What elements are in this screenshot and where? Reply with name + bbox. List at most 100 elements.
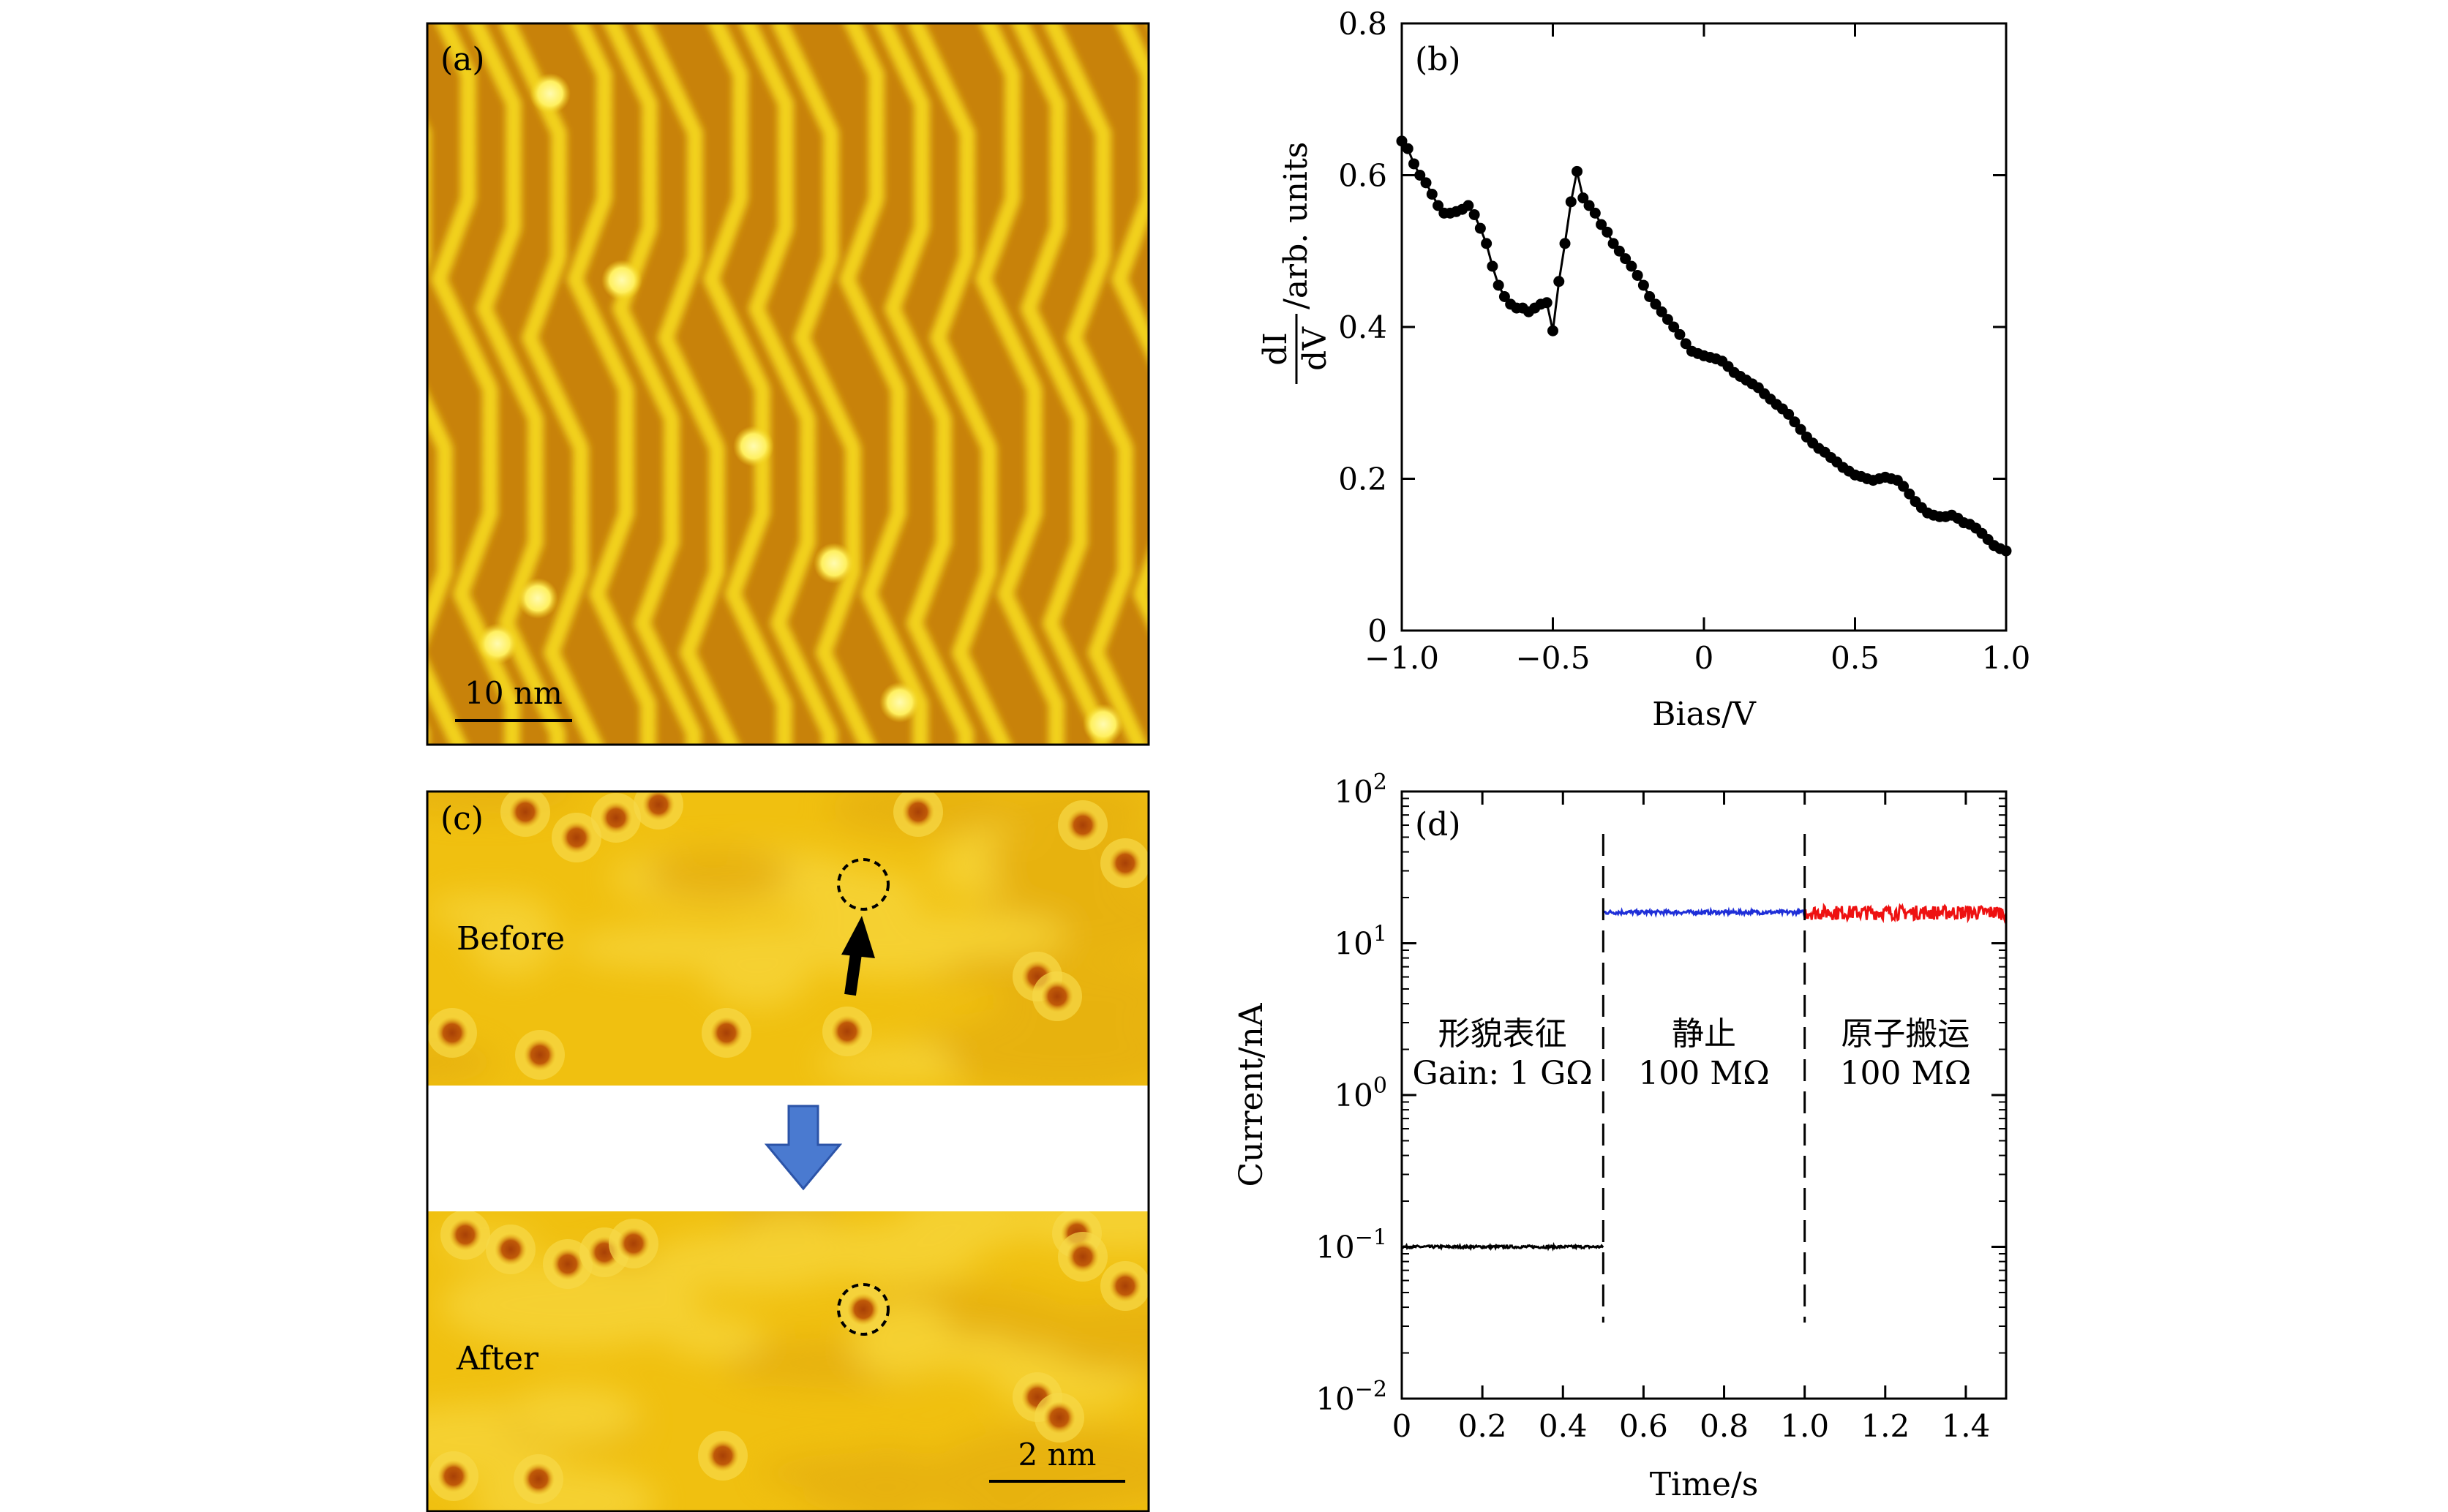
pit (436, 1017, 468, 1049)
didv-point (1607, 238, 1619, 249)
pit (1109, 847, 1141, 879)
chain (9, 0, 104, 909)
y-tick-label: 101 (1334, 922, 1387, 962)
didv-point (1541, 297, 1552, 309)
chain (603, 23, 702, 745)
chain (431, 23, 520, 745)
chain (839, 23, 928, 745)
x-tick-label: 1.4 (1942, 1408, 1991, 1444)
y-tick-label: 0.6 (1338, 158, 1387, 194)
pit (1041, 980, 1073, 1012)
panel-c-stm-images: (c) Before After 2 nm (426, 790, 1150, 1512)
didv-point (1613, 245, 1625, 257)
chain (100, 0, 195, 879)
down-arrow-icon (764, 1105, 843, 1191)
didv-point (1426, 188, 1438, 200)
phase-annotation-title: 形貌表征 (1438, 1015, 1567, 1053)
chain (427, 123, 468, 745)
surface-texture (440, 1261, 702, 1349)
panel-d-xlabel: Time/s (1650, 1466, 1759, 1503)
panel-a-stm-image: (a) 10 nm (9, 0, 1150, 909)
x-tick-label: 0.8 (1700, 1408, 1749, 1444)
panel-c-scale-label: 2 nm (1018, 1437, 1097, 1472)
panel-b-xlabel: Bias/V (1652, 696, 1757, 733)
didv-point (1632, 269, 1643, 281)
pit (1109, 1270, 1141, 1302)
didv-point (1487, 260, 1498, 272)
chain (1044, 23, 1148, 745)
didv-point (1789, 416, 1801, 428)
panel-c-after-pits (429, 1211, 1149, 1504)
x-tick-label: 0.6 (1619, 1408, 1668, 1444)
panel-c-before-label: Before (457, 920, 565, 958)
panel-c-label: (c) (440, 800, 484, 838)
panel-a-molecular-chains (9, 0, 1149, 909)
surface-texture (701, 924, 814, 1008)
chain (467, 23, 566, 745)
surface-texture (803, 1476, 925, 1511)
pit (495, 1233, 527, 1265)
chain (427, 726, 429, 745)
didv-point (1596, 219, 1607, 230)
pit (509, 796, 541, 828)
panel-b-axes-frame (1400, 22, 2008, 632)
didv-point (1674, 328, 1686, 340)
x-tick-label: 1.0 (1780, 1408, 1829, 1444)
chain (875, 23, 974, 745)
pit (707, 1440, 739, 1472)
didv-point (1408, 158, 1420, 170)
x-tick-label: −1.0 (1364, 640, 1439, 676)
y-tick-label: 10−1 (1315, 1225, 1387, 1265)
x-tick-label: −0.5 (1516, 640, 1591, 676)
y-tick-label: 0.4 (1338, 309, 1387, 345)
pit (449, 1219, 481, 1251)
surface-texture (777, 868, 924, 921)
phase-annotation-title: 静止 (1672, 1015, 1736, 1053)
pit (524, 1039, 556, 1071)
panel-b-plot-area: −1.0 −0.5 0 0.5 1.0 0 0.2 0.4 0.6 0.8 (1338, 6, 2030, 676)
surface-texture (857, 914, 1067, 958)
x-tick-label: 0.5 (1831, 640, 1880, 676)
surface-texture (664, 1314, 763, 1358)
y-tick-label: 0.2 (1338, 462, 1387, 497)
x-tick-label: 1.0 (1982, 640, 2031, 676)
surface-texture (468, 894, 557, 977)
didv-point (1481, 238, 1493, 249)
panel-d-current-chart: 0 0.2 0.4 0.6 0.8 1.0 1.2 1.4 102 101 100 10−1 10−2 形… (1233, 770, 2008, 1503)
didv-point (1402, 143, 1413, 154)
surface-texture (898, 1211, 1040, 1250)
y-tick-label: 10−2 (1315, 1377, 1387, 1417)
phase-annotation-setting: Gain: 1 GΩ (1413, 1055, 1593, 1092)
chain (908, 23, 1012, 745)
didv-point (1680, 338, 1692, 350)
bright-spot (530, 73, 571, 114)
surface-texture (1008, 1211, 1149, 1252)
didv-point (1602, 226, 1613, 238)
chain (975, 23, 1065, 745)
x-tick-label: 0.2 (1458, 1408, 1507, 1444)
panel-b-label: (b) (1415, 41, 1461, 78)
pit (847, 1293, 879, 1325)
didv-point (1433, 200, 1444, 211)
didv-point (1898, 481, 1910, 492)
bright-spot (814, 543, 855, 584)
pit (710, 1017, 743, 1049)
panel-c-frame (426, 790, 1150, 1512)
y-tick-label: 102 (1334, 770, 1387, 810)
didv-point (1904, 488, 1915, 500)
didv-point (1420, 177, 1432, 189)
surface-texture (508, 1385, 639, 1442)
panel-a-frame (426, 22, 1150, 746)
didv-point (1783, 408, 1795, 420)
panel-a-bright-spots (477, 73, 1124, 745)
chain (1011, 23, 1110, 745)
chain (1147, 23, 1149, 26)
panel-b-ylabel: dI dV /arb. units (1257, 142, 1334, 384)
didv-point (1583, 200, 1595, 211)
didv-point (1468, 208, 1480, 220)
panel-b-didv-chart: −1.0 −0.5 0 0.5 1.000.20.40.60.8 (b) Bias/V … (1257, 6, 2030, 733)
x-tick-label: 0 (1694, 640, 1714, 676)
panel-a-scale-label: 10 nm (465, 675, 563, 711)
panel-d-axes-frame (1400, 790, 2008, 1400)
pit (902, 796, 934, 828)
